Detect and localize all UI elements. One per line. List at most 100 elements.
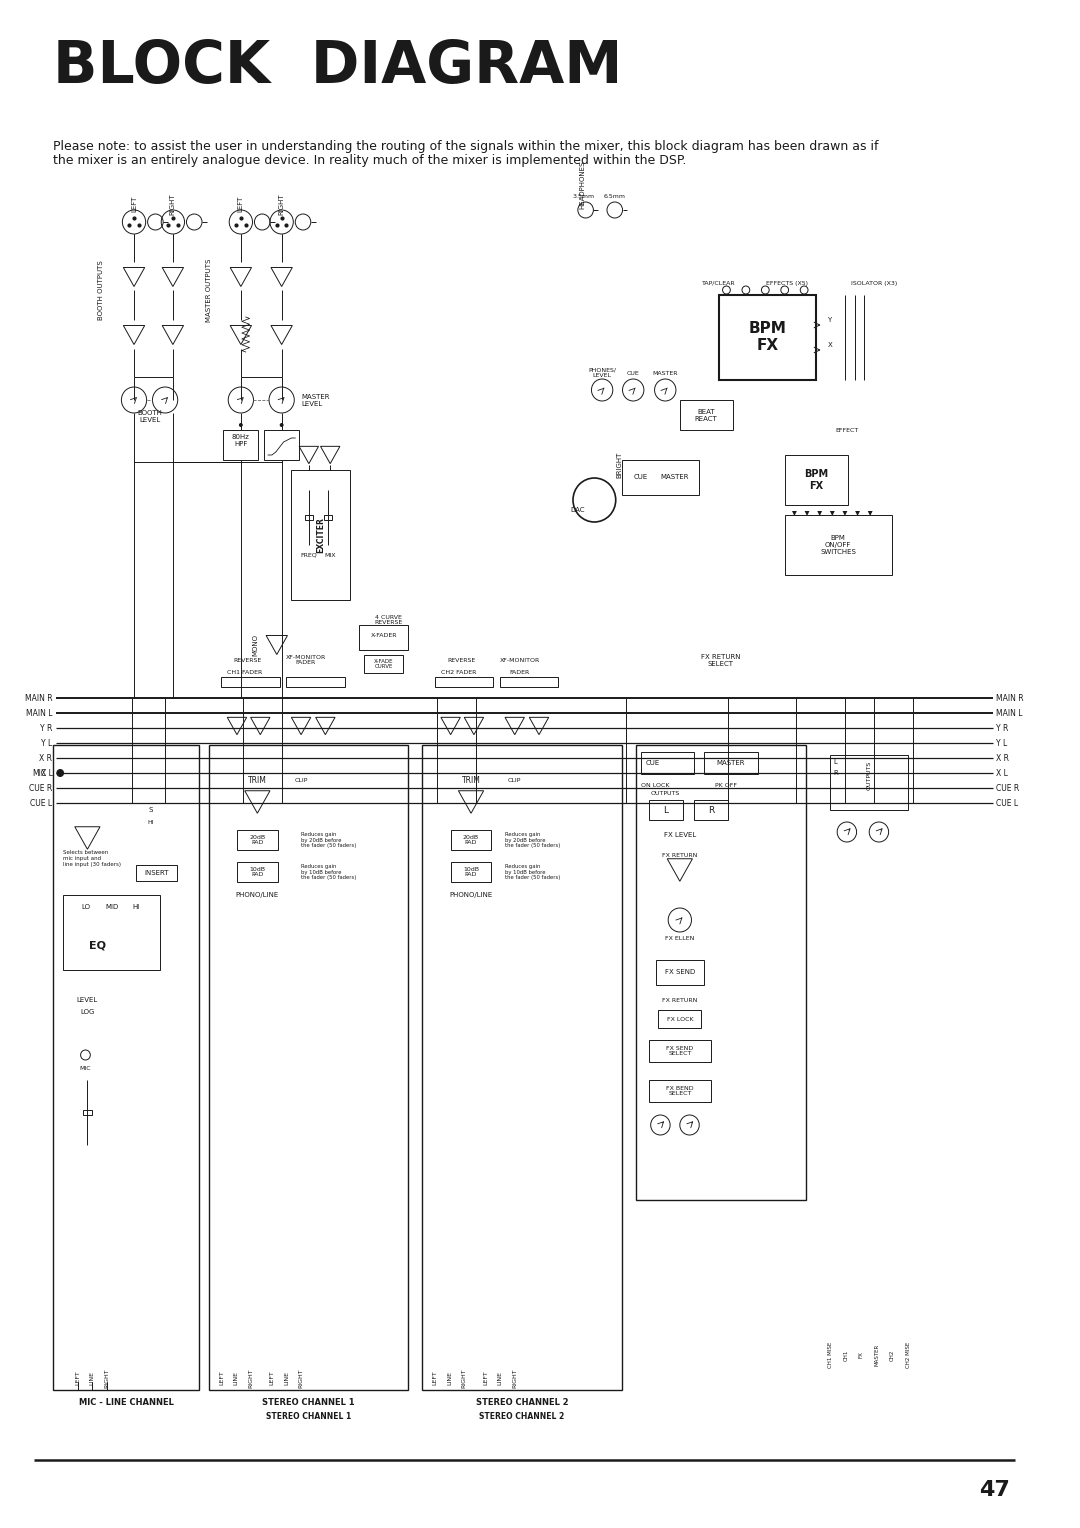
Polygon shape	[829, 510, 835, 516]
Text: FX SEND
SELECT: FX SEND SELECT	[666, 1045, 693, 1056]
Text: S: S	[148, 807, 152, 813]
Text: OUTPUTS: OUTPUTS	[867, 761, 872, 790]
Text: R: R	[707, 805, 714, 814]
Bar	[324, 515, 333, 520]
Text: STEREO CHANNEL 2: STEREO CHANNEL 2	[480, 1412, 565, 1421]
Text: STEREO CHANNEL 2: STEREO CHANNEL 2	[475, 1398, 568, 1407]
Text: CUE: CUE	[646, 759, 660, 766]
Text: STEREO CHANNEL 1: STEREO CHANNEL 1	[266, 1412, 351, 1421]
Text: MIC: MIC	[80, 1065, 92, 1071]
Bar	[136, 865, 177, 882]
Text: Y R: Y R	[997, 723, 1009, 732]
Text: LEFT: LEFT	[433, 1371, 437, 1386]
Text: MAIN R: MAIN R	[997, 694, 1024, 703]
Text: X-FADER: X-FADER	[370, 633, 396, 637]
Bar	[785, 455, 848, 504]
Text: CUE: CUE	[634, 474, 648, 480]
Text: CUE L: CUE L	[30, 799, 53, 807]
Text: MIC - LINE CHANNEL: MIC - LINE CHANNEL	[79, 1398, 174, 1407]
Text: FX BEND
SELECT: FX BEND SELECT	[666, 1085, 693, 1097]
Text: MAIN L: MAIN L	[997, 709, 1023, 718]
Text: CLIP: CLIP	[295, 778, 308, 782]
Text: CUE: CUE	[626, 370, 639, 376]
Text: LINE: LINE	[447, 1371, 453, 1384]
Circle shape	[280, 423, 284, 426]
Text: 6.5mm: 6.5mm	[604, 194, 625, 199]
Bar	[305, 515, 313, 520]
Text: RIGHT: RIGHT	[462, 1368, 467, 1387]
Text: Y L: Y L	[41, 738, 53, 747]
Text: X: X	[827, 342, 833, 348]
Text: MASTER: MASTER	[661, 474, 689, 480]
Text: X R: X R	[40, 753, 53, 762]
Text: 80Hz
HPF: 80Hz HPF	[232, 434, 249, 446]
Text: LEFT: LEFT	[131, 196, 137, 212]
Text: 10dB
PAD: 10dB PAD	[249, 866, 266, 877]
Text: MONO: MONO	[253, 634, 258, 656]
Text: PK OFF: PK OFF	[715, 782, 738, 787]
Text: TAP/CLEAR: TAP/CLEAR	[702, 281, 735, 286]
Bar	[649, 801, 683, 821]
Text: 10dB
PAD: 10dB PAD	[463, 866, 480, 877]
Bar	[63, 895, 160, 970]
Text: BPM
FX: BPM FX	[748, 321, 786, 353]
Bar	[704, 752, 757, 775]
Bar	[237, 830, 278, 850]
Text: EFFECTS (X5): EFFECTS (X5)	[766, 281, 808, 286]
Text: X R: X R	[997, 753, 1010, 762]
Text: FADER: FADER	[510, 669, 529, 674]
Bar	[360, 625, 408, 649]
Text: MIC: MIC	[32, 769, 46, 778]
Bar	[53, 746, 199, 1390]
Text: CH1 MISE: CH1 MISE	[828, 1342, 833, 1368]
Text: Please note: to assist the user in understanding the routing of the signals with: Please note: to assist the user in under…	[53, 141, 879, 153]
Text: LEFT: LEFT	[219, 1371, 224, 1386]
Text: STEREO CHANNEL 1: STEREO CHANNEL 1	[262, 1398, 354, 1407]
Text: Selects between
mic input and
line input (30 faders): Selects between mic input and line input…	[63, 850, 121, 866]
Bar	[450, 830, 491, 850]
Text: FX LOCK: FX LOCK	[666, 1016, 693, 1022]
Text: L: L	[834, 759, 837, 766]
Text: EXCITER: EXCITER	[316, 516, 325, 553]
Bar	[622, 460, 699, 495]
Text: RIGHT: RIGHT	[170, 193, 176, 215]
Text: FX SEND: FX SEND	[664, 969, 694, 975]
Text: CH2: CH2	[890, 1349, 895, 1361]
Text: CH2 FADER: CH2 FADER	[441, 669, 476, 674]
Bar	[656, 960, 704, 986]
Text: BOOTH OUTPUTS: BOOTH OUTPUTS	[98, 260, 104, 319]
Bar	[718, 295, 815, 380]
Text: DAC: DAC	[570, 507, 585, 513]
Text: Y: Y	[827, 316, 832, 322]
Text: EFFECT: EFFECT	[835, 428, 859, 432]
Text: REVERSE: REVERSE	[447, 657, 475, 663]
Circle shape	[239, 423, 243, 426]
Text: XF-MONITOR
FADER: XF-MONITOR FADER	[286, 654, 326, 665]
Text: BEAT
REACT: BEAT REACT	[694, 408, 717, 422]
Text: LINE: LINE	[498, 1371, 502, 1384]
Text: LEFT: LEFT	[483, 1371, 488, 1386]
Text: Y L: Y L	[997, 738, 1008, 747]
Bar	[224, 429, 258, 460]
Bar	[636, 746, 806, 1199]
Text: RIGHT: RIGHT	[298, 1368, 303, 1387]
Text: BPM
ON/OFF
SWITCHES: BPM ON/OFF SWITCHES	[820, 535, 856, 555]
Text: 47: 47	[980, 1481, 1010, 1500]
Text: LEFT: LEFT	[238, 196, 244, 212]
Text: BLOCK  DIAGRAM: BLOCK DIAGRAM	[53, 38, 623, 95]
Text: HI: HI	[133, 905, 139, 911]
Polygon shape	[842, 510, 848, 516]
Bar	[785, 515, 892, 575]
Text: PHONES/
LEVEL: PHONES/ LEVEL	[589, 368, 616, 379]
Text: RIGHT: RIGHT	[279, 193, 285, 215]
Polygon shape	[792, 510, 797, 516]
Text: CH1 FADER: CH1 FADER	[227, 669, 262, 674]
Text: RIGHT: RIGHT	[105, 1368, 109, 1387]
Bar	[679, 400, 733, 429]
Bar	[292, 471, 350, 601]
Bar	[500, 677, 558, 688]
Text: FX ELLEN: FX ELLEN	[665, 935, 694, 941]
Text: MASTER: MASTER	[716, 759, 744, 766]
Text: FX RETURN
SELECT: FX RETURN SELECT	[701, 654, 741, 666]
Text: FREQ: FREQ	[300, 553, 318, 558]
